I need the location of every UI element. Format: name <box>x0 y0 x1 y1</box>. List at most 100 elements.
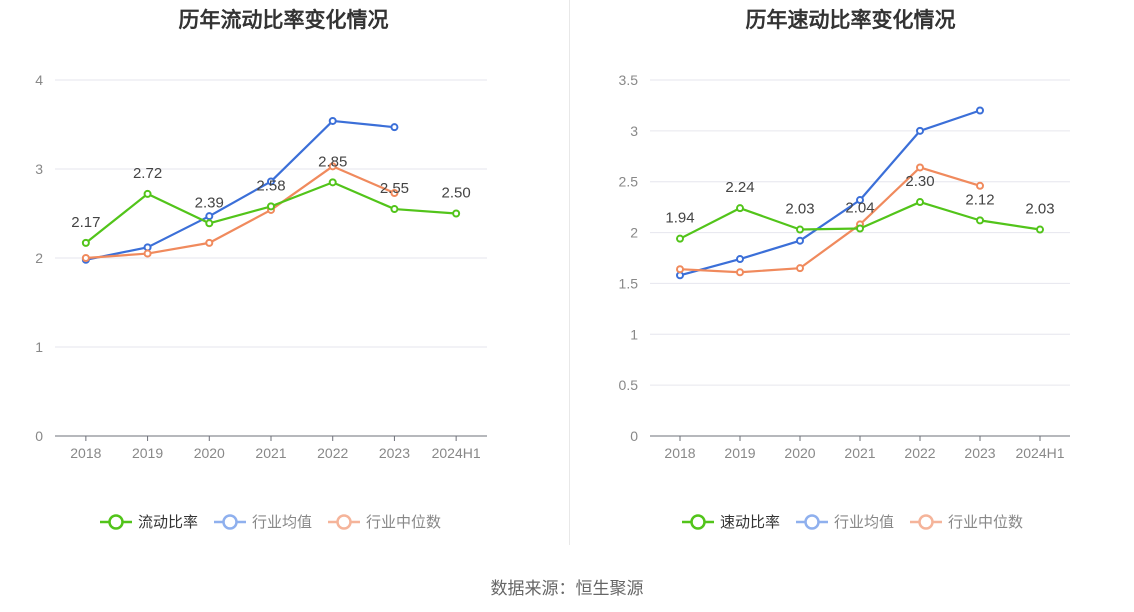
x-tick-label: 2022 <box>904 445 935 461</box>
quick-ratio-chart: 历年速动比率变化情况 0 0.5 1 1.5 2 2.5 3 3.5 2018 2019 2020 2… <box>567 0 1134 545</box>
legend-marker <box>918 514 934 530</box>
data-label: 2.24 <box>725 179 754 196</box>
data-label: 2.85 <box>318 153 347 170</box>
data-label: 2.39 <box>195 194 224 211</box>
x-tick-label: 2020 <box>784 445 815 461</box>
data-label: 2.03 <box>1025 201 1054 218</box>
data-point <box>856 196 864 205</box>
y-tick-label: 3.5 <box>619 72 639 88</box>
legend-label: 行业均值 <box>834 514 894 531</box>
data-label: 2.12 <box>965 191 994 208</box>
x-tick-label: 2024H1 <box>1015 445 1064 461</box>
data-point <box>205 238 214 247</box>
y-tick-label: 0.5 <box>619 377 639 393</box>
data-point <box>976 216 984 225</box>
y-tick-label: 3 <box>630 123 638 139</box>
data-label: 2.72 <box>133 165 162 182</box>
data-point <box>143 249 152 258</box>
data-point <box>676 234 684 243</box>
y-tick-label: 0 <box>630 428 638 444</box>
data-point <box>143 189 152 198</box>
x-tick-label: 2018 <box>70 445 101 461</box>
data-point <box>205 219 214 228</box>
x-tick-label: 2021 <box>844 445 875 461</box>
y-tick-label: 2 <box>35 250 43 266</box>
legend-label: 流动比率 <box>138 514 198 531</box>
x-tick-label: 2019 <box>724 445 755 461</box>
legend-marker <box>690 514 706 530</box>
data-point <box>796 264 804 273</box>
data-point <box>81 254 90 262</box>
data-point <box>916 163 924 172</box>
series-line-行业均值 <box>679 109 981 277</box>
data-label: 1.94 <box>665 210 694 227</box>
y-tick-label: 3 <box>35 161 43 177</box>
legend-marker <box>108 514 124 530</box>
legend-marker <box>804 514 820 530</box>
y-tick-label: 1.5 <box>619 275 639 291</box>
data-label: 2.30 <box>905 173 934 190</box>
y-tick-label: 4 <box>35 72 43 88</box>
x-tick-label: 2022 <box>317 445 348 461</box>
data-point <box>976 181 984 190</box>
x-tick-label: 2021 <box>255 445 286 461</box>
y-tick-label: 2.5 <box>619 174 639 190</box>
data-point <box>81 238 90 247</box>
data-point <box>736 255 744 264</box>
data-point <box>267 202 275 211</box>
x-tick-label: 2023 <box>379 445 410 461</box>
legend-label: 行业中位数 <box>948 514 1023 531</box>
series-line-行业中位数 <box>679 166 981 274</box>
data-label: 2.04 <box>845 200 874 217</box>
data-label: 2.03 <box>785 201 814 218</box>
legend-marker <box>222 514 238 530</box>
data-point <box>676 265 684 274</box>
data-point <box>1036 225 1044 234</box>
panel-divider <box>569 0 570 545</box>
data-point <box>916 126 924 135</box>
x-tick-label: 2020 <box>194 445 225 461</box>
data-point <box>390 189 399 198</box>
data-label: 2.17 <box>71 214 100 231</box>
y-tick-label: 2 <box>630 225 638 241</box>
y-tick-label: 1 <box>630 326 638 342</box>
data-point <box>328 116 337 125</box>
data-label: 2.58 <box>256 177 285 194</box>
legend-label: 行业均值 <box>252 514 312 531</box>
data-label: 2.50 <box>442 185 471 202</box>
data-point <box>390 205 399 214</box>
data-source-note: 数据来源：恒生聚源 <box>490 579 644 598</box>
legend-label: 速动比率 <box>720 514 780 531</box>
data-point <box>676 271 684 280</box>
y-tick-label: 1 <box>35 339 43 355</box>
legend-label: 行业中位数 <box>366 514 441 531</box>
x-tick-label: 2023 <box>964 445 995 461</box>
data-point <box>328 162 337 171</box>
x-tick-label: 2019 <box>132 445 163 461</box>
data-point <box>916 198 924 207</box>
data-point <box>390 123 399 132</box>
data-point <box>976 106 984 115</box>
data-point <box>736 204 744 213</box>
series-line-行业均值 <box>85 119 395 261</box>
chart-title: 历年速动比率变化情况 <box>745 9 956 32</box>
data-point <box>736 268 744 277</box>
data-point <box>267 177 275 186</box>
x-tick-label: 2018 <box>664 445 695 461</box>
current-ratio-chart: 历年流动比率变化情况 0 1 2 3 4 2018 2019 2020 2021 2022 2023… <box>0 0 567 545</box>
data-label: 2.55 <box>380 180 409 197</box>
series-line-行业中位数 <box>85 165 395 260</box>
data-point <box>856 224 864 233</box>
chart-title: 历年流动比率变化情况 <box>178 9 389 32</box>
data-point <box>143 243 152 252</box>
data-point <box>205 212 214 221</box>
quick-ratio-plot: 0 0.5 1 1.5 2 2.5 3 3.5 2018 2019 2020 2021 2022 2023… <box>619 72 1070 531</box>
current-ratio-plot: 0 1 2 3 4 2018 2019 2020 2021 2022 2023 2024H1 2.17 2… <box>35 72 487 531</box>
data-point <box>796 236 804 245</box>
legend-marker <box>336 514 352 530</box>
x-tick-label: 2024H1 <box>432 445 481 461</box>
data-point <box>452 209 461 218</box>
data-point <box>796 225 804 234</box>
data-point <box>328 178 337 187</box>
y-tick-label: 0 <box>35 428 43 444</box>
